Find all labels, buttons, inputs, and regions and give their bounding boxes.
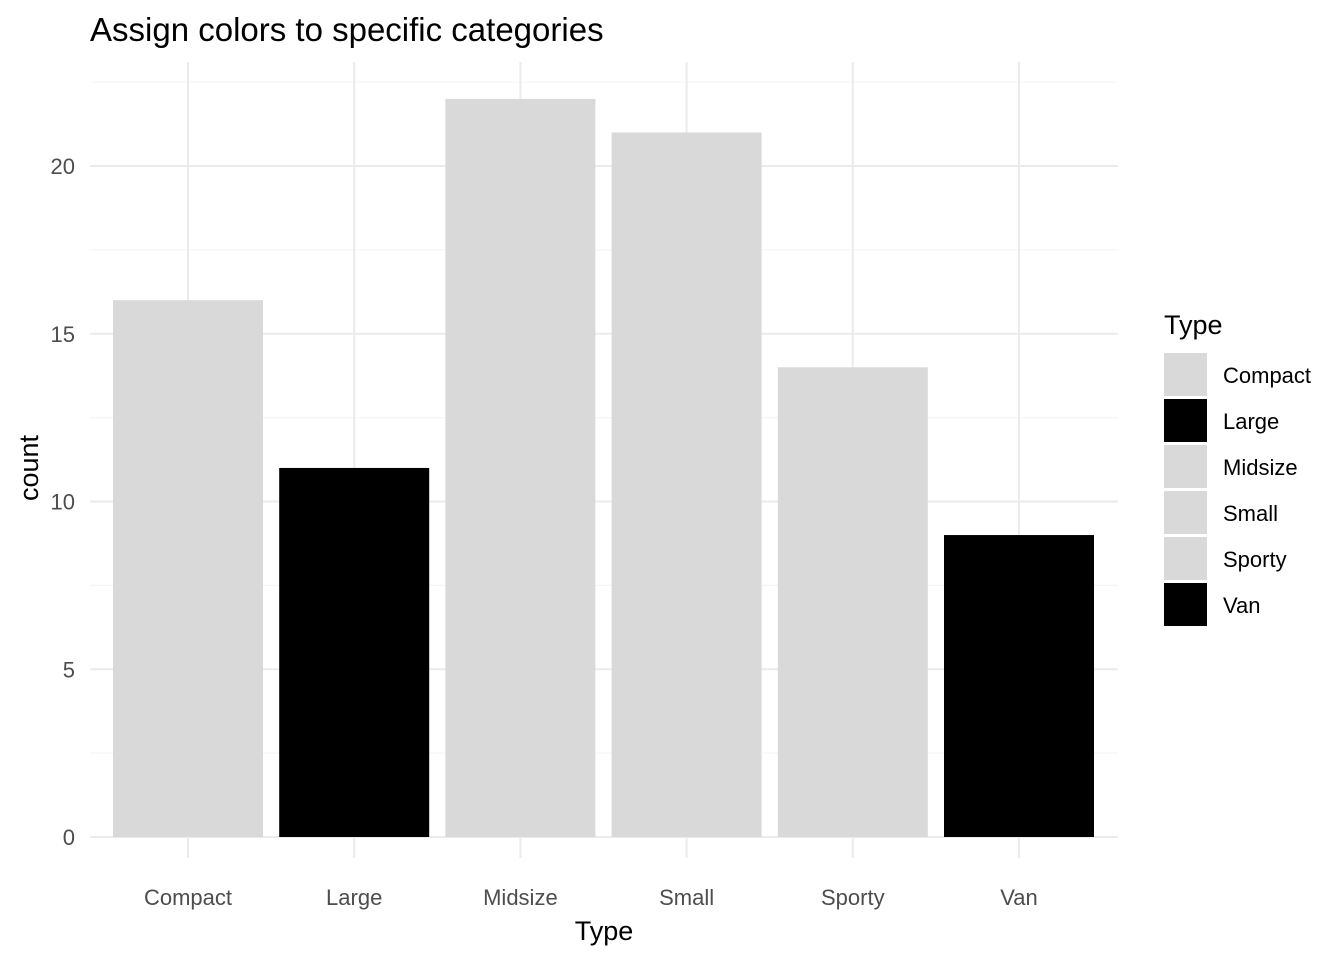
x-tick-label: Van — [1000, 885, 1038, 910]
legend-title: Type — [1164, 310, 1223, 340]
legend-label-large: Large — [1223, 409, 1279, 434]
x-tick-label: Large — [326, 885, 382, 910]
y-tick-label: 10 — [51, 490, 75, 515]
x-tick-label: Compact — [144, 885, 232, 910]
y-tick-label: 20 — [51, 154, 75, 179]
legend-swatch-large[interactable] — [1164, 399, 1207, 442]
x-tick-label: Small — [659, 885, 714, 910]
bar-van[interactable] — [944, 535, 1094, 837]
legend-swatch-sporty[interactable] — [1164, 537, 1207, 580]
legend-label-compact: Compact — [1223, 363, 1311, 388]
legend-swatch-van[interactable] — [1164, 583, 1207, 626]
bar-sporty[interactable] — [777, 367, 928, 837]
y-tick-label: 5 — [63, 657, 75, 682]
legend-swatch-midsize[interactable] — [1164, 445, 1207, 488]
y-tick-label: 15 — [51, 322, 75, 347]
legend-swatch-small[interactable] — [1164, 491, 1207, 534]
legend-label-midsize: Midsize — [1223, 455, 1298, 480]
legend-label-small: Small — [1223, 501, 1278, 526]
legend-label-van: Van — [1223, 593, 1261, 618]
x-axis: Compact Large Midsize Small Sporty Van — [144, 885, 1038, 910]
x-axis-title: Type — [575, 916, 634, 946]
bar-large[interactable] — [279, 467, 430, 837]
y-axis-title: count — [14, 434, 44, 501]
x-tick-label: Sporty — [821, 885, 885, 910]
legend-label-sporty: Sporty — [1223, 547, 1287, 572]
legend: Type Compact Large Midsize Small Sporty Van — [1164, 310, 1311, 626]
y-axis: 0 5 10 15 20 — [51, 154, 75, 850]
legend-swatch-compact[interactable] — [1164, 353, 1207, 396]
bar-midsize[interactable] — [445, 98, 596, 837]
bar-compact[interactable] — [113, 300, 263, 837]
x-tick-label: Midsize — [483, 885, 558, 910]
y-tick-label: 0 — [63, 825, 75, 850]
bar-small[interactable] — [611, 132, 762, 837]
chart-title: Assign colors to specific categories — [90, 11, 604, 48]
bars — [113, 98, 1094, 837]
